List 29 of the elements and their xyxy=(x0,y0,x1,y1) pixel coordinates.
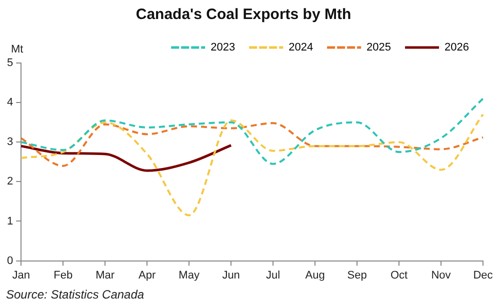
y-tick-label: 5 xyxy=(6,57,14,70)
y-tick-label: 2 xyxy=(6,176,14,188)
y-tick-label: 4 xyxy=(6,96,14,109)
y-tick-label: 3 xyxy=(6,136,14,148)
x-tick-label: Aug xyxy=(305,269,325,282)
legend-label: 2026 xyxy=(444,42,470,54)
legend-label: 2025 xyxy=(366,42,392,54)
line-series xyxy=(20,144,232,172)
legend-label: 2023 xyxy=(210,42,236,54)
chart-title: Canada's Coal Exports by Mth xyxy=(136,6,352,24)
y-tick-label: 0 xyxy=(6,254,14,267)
x-tick-label: Apr xyxy=(138,269,156,282)
x-tick-label: Feb xyxy=(54,269,73,282)
x-tick-label: Sep xyxy=(347,269,367,282)
x-tick-label: Dec xyxy=(473,269,494,282)
legend-label: 2024 xyxy=(288,42,314,54)
line-series xyxy=(20,113,484,216)
x-tick-label: Nov xyxy=(431,269,452,282)
x-tick-label: Oct xyxy=(390,269,408,282)
line-series xyxy=(20,98,484,165)
x-tick-label: Jan xyxy=(12,269,30,282)
y-tick-label: 1 xyxy=(6,215,14,228)
x-tick-label: Jun xyxy=(222,269,240,282)
x-tick-label: May xyxy=(178,269,200,282)
source-note: Source: Statistics Canada xyxy=(6,287,144,302)
x-tick-label: Jul xyxy=(266,269,280,282)
line-series xyxy=(20,122,484,167)
x-tick-label: Mar xyxy=(96,269,115,282)
y-axis-title: Mt xyxy=(11,44,24,56)
